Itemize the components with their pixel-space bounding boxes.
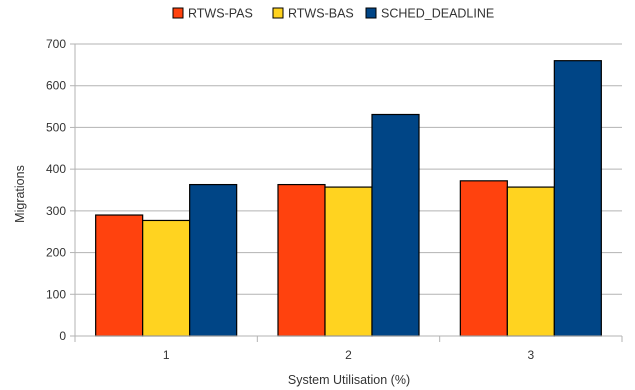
x-axis-title: System Utilisation (%) [288,373,410,387]
legend: RTWS-PAS RTWS-BAS SCHED_DEADLINE [172,7,494,21]
y-tick-label: 100 [46,287,66,301]
x-tick-label: 1 [163,348,170,362]
x-tick-labels: 1 2 3 [163,348,535,362]
bar-sched-deadline-3 [553,60,602,337]
y-tick-label: 700 [46,37,66,51]
legend-label: SCHED_DEADLINE [381,7,494,21]
legend-swatch [172,7,184,19]
bar-rtws-pas-1 [95,214,144,337]
y-tick-labels: 0 100 200 300 400 500 600 700 [46,37,66,343]
bar-sched-deadline-2 [371,113,420,337]
bar-rtws-bas-2 [324,186,373,337]
x-tick-label: 3 [527,348,534,362]
bar-rtws-bas-3 [506,186,555,337]
axes [70,43,623,342]
bar-rtws-pas-3 [459,180,508,337]
y-tick-label: 300 [46,204,66,218]
y-tick-label: 0 [59,329,66,343]
bar-rtws-pas-2 [277,183,326,337]
legend-label: RTWS-BAS [288,7,354,21]
y-tick-label: 600 [46,79,66,93]
y-tick-label: 500 [46,120,66,134]
legend-swatch [272,7,284,19]
bar-sched-deadline-1 [189,183,238,337]
legend-label: RTWS-PAS [188,7,253,21]
y-axis-title: Migrations [13,165,27,223]
bars [95,60,602,337]
y-tick-label: 400 [46,162,66,176]
x-tick-label: 2 [345,348,352,362]
y-tick-label: 200 [46,246,66,260]
legend-swatch [365,7,377,19]
bar-rtws-bas-1 [142,219,191,337]
